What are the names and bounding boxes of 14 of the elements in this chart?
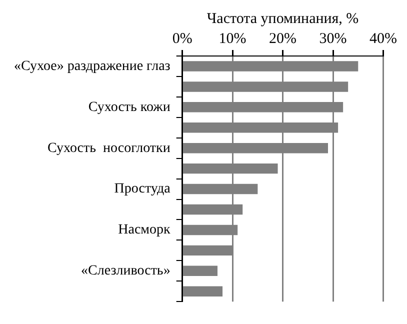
bar [183,266,218,276]
x-axis-title: Частота упоминания, % [206,10,359,27]
x-tick-label: 10% [218,30,246,47]
y-tick-label: Сухость кожи [88,100,171,115]
y-tick-label: «Слезливость» [81,264,170,279]
y-tick-label: Насморк [118,222,171,238]
y-tick-label: Простуда [114,182,172,197]
x-tick-label: 40% [370,30,397,47]
bar [183,286,223,296]
x-tick-label: 0% [172,30,192,47]
y-tick-label: «Сухое» раздражение глаз [14,58,171,74]
y-tick-label: Сухость носоглотки [48,140,171,156]
x-tick-label: 20% [269,30,297,47]
x-tick-label: 30% [319,30,347,47]
